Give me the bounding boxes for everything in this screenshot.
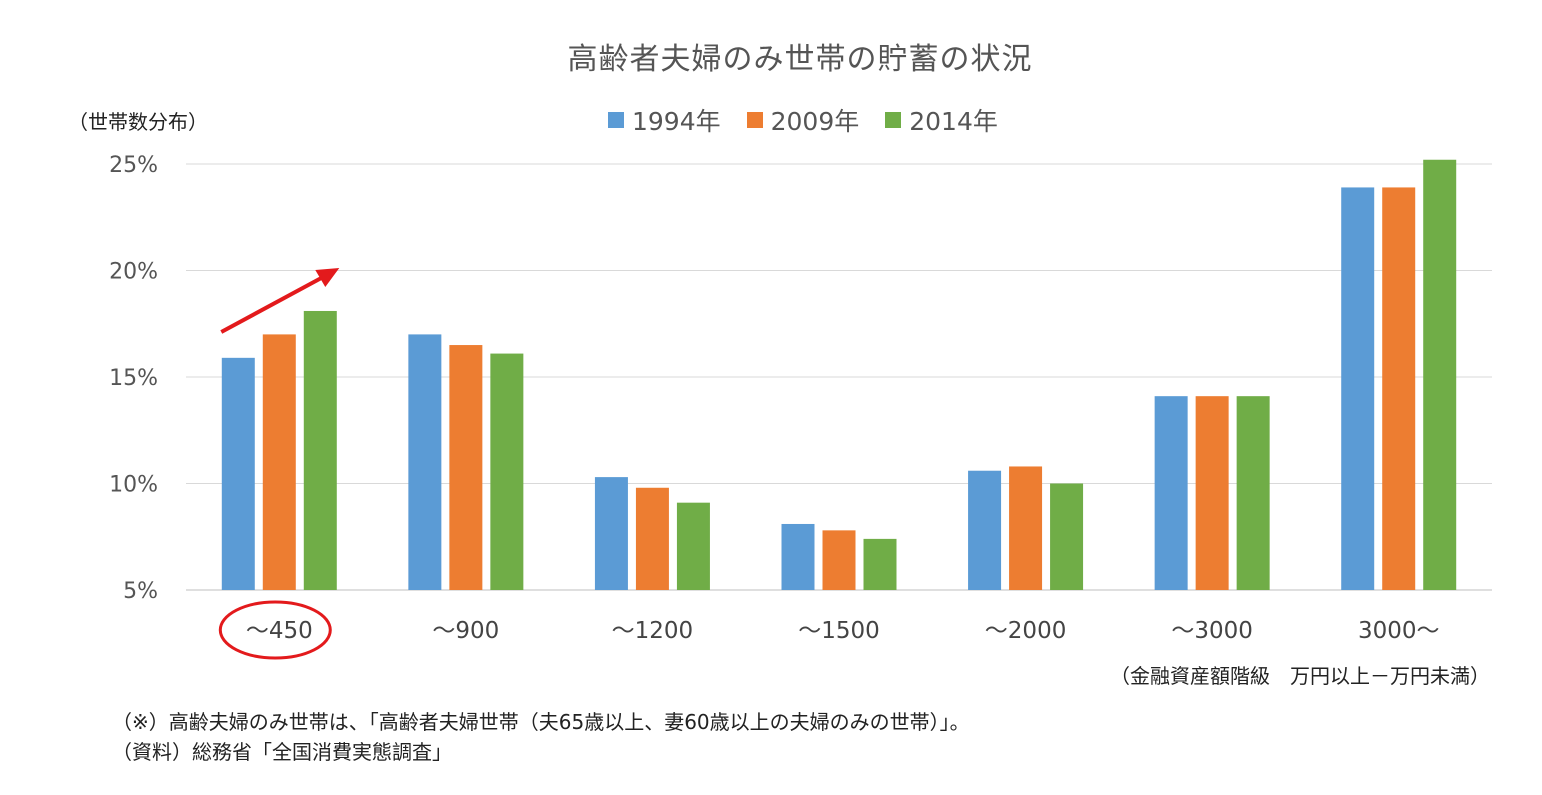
highlight-ellipse <box>218 600 332 660</box>
bar <box>1009 466 1043 590</box>
y-tick-label: 10% <box>109 473 158 498</box>
x-tick-label: ～3000 <box>1171 618 1253 644</box>
y-tick-label: 25% <box>109 153 158 178</box>
legend-label-1994: 1994年 <box>632 107 721 136</box>
trend-arrow-shaft <box>220 276 323 334</box>
legend-item-1994: 1994年 <box>608 102 721 138</box>
y-tick-label: 15% <box>109 366 158 391</box>
y-axis-label: （世帯数分布） <box>68 110 208 134</box>
bar <box>1195 396 1229 590</box>
x-tick-label: ～1500 <box>798 618 880 644</box>
legend-label-2014: 2014年 <box>909 107 998 136</box>
trend-arrow-head <box>315 268 340 287</box>
legend-swatch-2014 <box>885 112 902 128</box>
legend-swatch-1994 <box>608 112 624 128</box>
bar <box>781 523 815 590</box>
x-tick-label: ～900 <box>432 618 499 644</box>
bar <box>822 530 856 590</box>
legend-label-2009: 2009年 <box>770 107 860 136</box>
legend-item-2009: 2009年 <box>746 102 860 138</box>
bar <box>863 538 897 590</box>
y-tick-label: 5% <box>123 579 158 604</box>
legend: 1994年 2009年 2014年 <box>608 102 998 138</box>
legend-swatch-2009 <box>746 112 763 128</box>
bar <box>1423 159 1457 591</box>
legend-item-2014: 2014年 <box>885 102 998 138</box>
bar <box>490 353 524 590</box>
y-tick-label: 20% <box>109 260 158 285</box>
bar <box>1341 187 1375 590</box>
bar <box>968 470 1002 590</box>
x-tick-label: 3000～ <box>1358 618 1440 644</box>
source-note: （資料）総務省「全国消費実態調査」 <box>112 740 452 764</box>
bar <box>221 357 255 590</box>
bar <box>408 334 442 590</box>
bar <box>1154 396 1188 590</box>
bar <box>1050 483 1084 590</box>
bar <box>676 502 710 590</box>
bar <box>635 487 669 590</box>
chart-title: 高齢者夫婦のみ世帯の貯蓄の状況 <box>567 42 1033 77</box>
bar <box>303 310 337 590</box>
bar <box>1382 187 1416 590</box>
bar <box>1236 396 1270 590</box>
bar <box>449 345 483 590</box>
bar <box>262 334 296 590</box>
footnote: （※）高齢夫婦のみ世帯は、「高齢者夫婦世帯（夫65歳以上、妻60歳以上の夫婦のみ… <box>112 710 970 734</box>
x-tick-label: ～1200 <box>612 618 694 644</box>
x-axis-label: （金融資産額階級 万円以上－万円未満） <box>1110 664 1490 688</box>
x-tick-label: ～2000 <box>985 618 1067 644</box>
bar <box>594 477 628 590</box>
x-tick-label: ～450 <box>246 618 313 644</box>
